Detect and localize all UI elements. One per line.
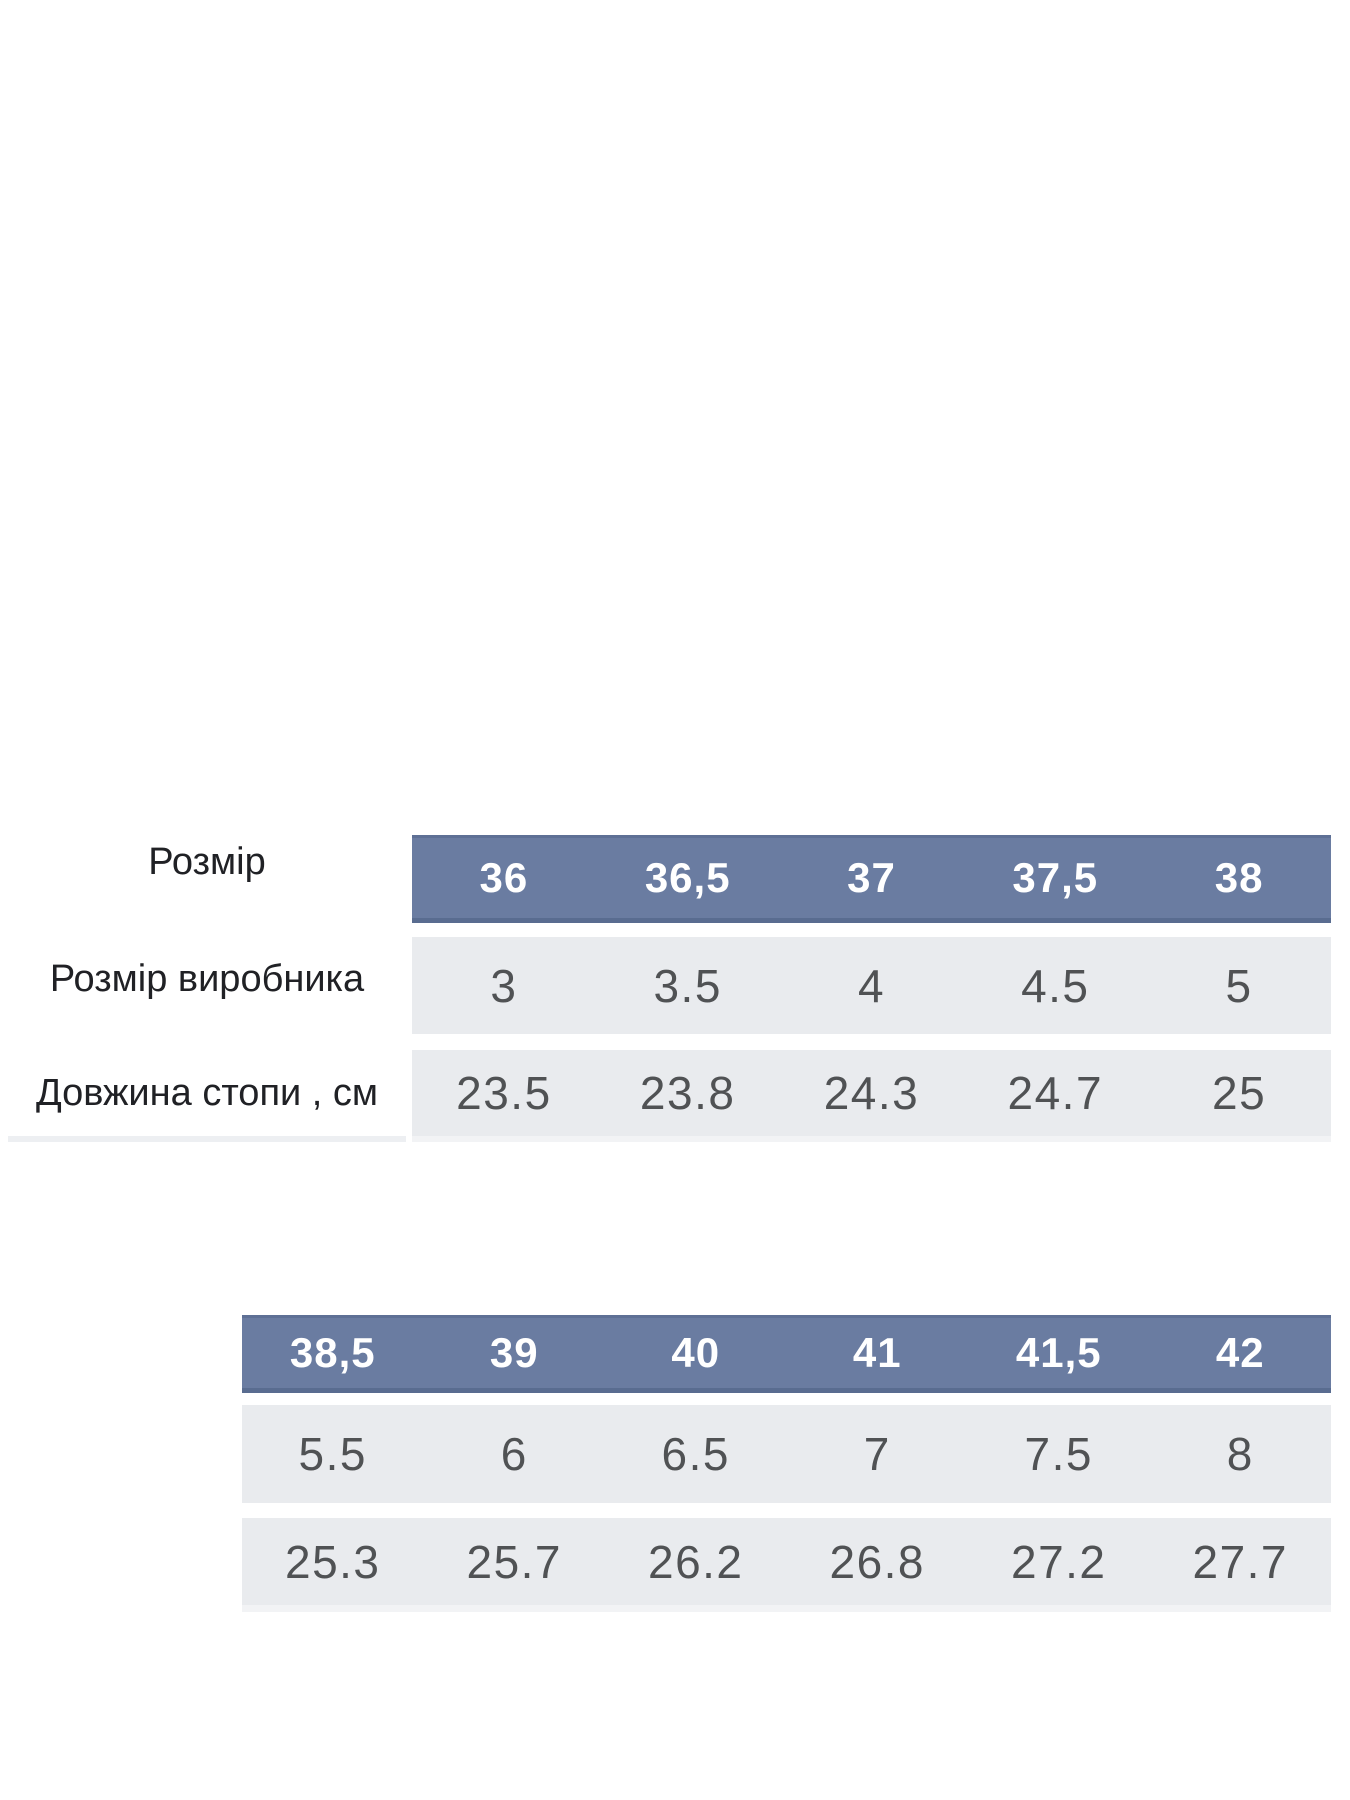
- size-header-cell: 41,5: [1015, 1329, 1102, 1376]
- manufacturer-size-cell: 8: [1226, 1428, 1254, 1480]
- foot-length-cell: 27.2: [1010, 1535, 1107, 1588]
- size-header-cell: 36: [479, 854, 529, 901]
- row-label-foot-length: Довжина стопи , см: [8, 1050, 406, 1142]
- foot-length-cell: 24.7: [1007, 1067, 1104, 1119]
- manufacturer-size-cell: 3.5: [653, 959, 722, 1012]
- manufacturer-size-cell: 4.5: [1021, 959, 1090, 1012]
- manufacturer-size-cell: 5.5: [298, 1428, 367, 1480]
- manufacturer-size-row-38-42: 5.5 6 6.5 7 7.5 8: [242, 1405, 1331, 1503]
- foot-length-row-38-42: 25.3 25.7 26.2 26.8 27.2 27.7: [242, 1518, 1331, 1612]
- size-header-cell: 40: [671, 1329, 721, 1376]
- manufacturer-size-cell: 6: [500, 1428, 528, 1480]
- foot-length-cell: 27.7: [1192, 1535, 1289, 1588]
- manufacturer-size-cell: 3: [490, 959, 518, 1012]
- foot-length-cell: 25.3: [284, 1535, 381, 1588]
- foot-length-cell: 26.2: [647, 1535, 744, 1588]
- foot-length-cell: 23.5: [456, 1067, 552, 1119]
- size-header-cell: 36,5: [644, 854, 731, 901]
- manufacturer-size-cell: 7.5: [1024, 1428, 1093, 1480]
- manufacturer-size-row-36-38: 3 3.5 4 4.5 5: [412, 937, 1331, 1034]
- size-header-cell: 42: [1215, 1329, 1265, 1376]
- foot-length-cell: 23.8: [639, 1067, 736, 1119]
- manufacturer-size-cell: 5: [1225, 959, 1253, 1012]
- foot-length-cell: 25.7: [466, 1535, 563, 1588]
- size-header-cell: 37: [847, 854, 896, 901]
- size-header-cell: 38: [1214, 854, 1264, 901]
- size-header-cell: 37,5: [1012, 854, 1099, 901]
- size-header-row-36-38: 36 36,5 37 37,5 38: [412, 835, 1331, 923]
- size-header-cell: 39: [489, 1329, 539, 1376]
- foot-length-cell: 25: [1212, 1067, 1267, 1119]
- manufacturer-size-cell: 4: [857, 959, 886, 1012]
- size-header-row-38-42: 38,5 39 40 41 41,5 42: [242, 1315, 1331, 1393]
- size-header-cell: 41: [852, 1329, 902, 1376]
- foot-length-cell: 24.3: [823, 1067, 920, 1119]
- row-label-size: Розмір: [148, 840, 266, 883]
- row-label-manufacturer-size: Розмір виробника: [49, 958, 365, 1000]
- manufacturer-size-cell: 7: [863, 1428, 891, 1480]
- foot-length-cell: 26.8: [829, 1535, 926, 1588]
- size-header-cell: 38,5: [289, 1329, 376, 1376]
- foot-length-row-36-38: 23.5 23.8 24.3 24.7 25: [412, 1050, 1331, 1142]
- manufacturer-size-cell: 6.5: [661, 1428, 730, 1480]
